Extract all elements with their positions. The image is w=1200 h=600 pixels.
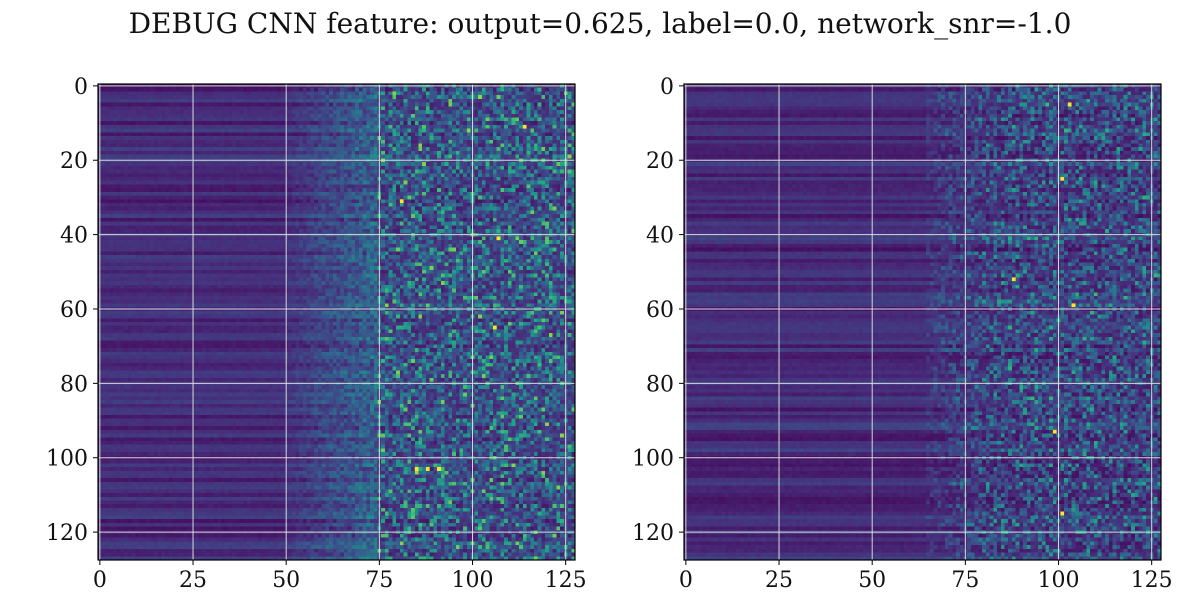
x-tick-label: 0	[93, 568, 107, 593]
y-tick-label: 80	[60, 372, 88, 397]
x-tick-label: 100	[452, 568, 494, 593]
y-tick-label: 120	[632, 521, 674, 546]
y-tick-label: 60	[60, 298, 88, 323]
x-tick-label: 25	[765, 568, 793, 593]
axes-frame	[97, 83, 576, 561]
y-tick-label: 60	[646, 298, 674, 323]
heatmap-hotspot	[1060, 511, 1065, 516]
heatmap-image	[98, 84, 575, 560]
heatmap-hotspot	[425, 467, 430, 471]
heatmap-hotspot	[493, 325, 497, 330]
x-tick-label: 0	[679, 568, 693, 593]
x-tick-label: 25	[179, 568, 207, 593]
y-tick-label: 80	[646, 372, 674, 397]
y-tick-label: 20	[60, 149, 88, 174]
heatmap-hotspot	[399, 199, 404, 203]
y-tick-label: 40	[60, 224, 88, 249]
y-tick-label: 20	[646, 149, 674, 174]
y-tick-label: 100	[46, 447, 88, 472]
figure-title: DEBUG CNN feature: output=0.625, label=0…	[129, 7, 1072, 40]
x-tick-label: 50	[858, 568, 886, 593]
x-tick-label: 75	[951, 568, 979, 593]
heatmap-hotspot	[1060, 176, 1065, 181]
x-tick-label: 125	[545, 568, 587, 593]
x-tick-label: 50	[272, 568, 300, 593]
x-tick-label: 100	[1038, 568, 1080, 593]
y-tick-label: 0	[74, 75, 88, 100]
heatmap-hotspot	[414, 467, 419, 471]
heatmap-hotspot	[522, 124, 527, 129]
y-tick-label: 0	[660, 75, 674, 100]
heatmap-panel-left: 0 25 50 75 100 125 0 20 40 60 80 100 120	[46, 75, 587, 593]
y-tick-label: 40	[646, 224, 674, 249]
y-tick-label: 100	[632, 447, 674, 472]
heatmap-hotspot	[1071, 303, 1076, 308]
axes-frame	[683, 83, 1162, 561]
heatmap-hotspot	[1011, 277, 1016, 282]
x-tick-label: 125	[1131, 568, 1173, 593]
heatmap-hotspot	[437, 467, 441, 471]
y-tick-label: 120	[46, 521, 88, 546]
heatmap-hotspot	[496, 236, 501, 241]
heatmap-hotspot	[1067, 102, 1072, 107]
heatmap-panel-right: 0 25 50 75 100 125 0 20 40 60 80 100 120	[632, 75, 1173, 593]
heatmap-image	[684, 84, 1161, 560]
x-tick-label: 75	[365, 568, 393, 593]
heatmap-hotspot	[1052, 429, 1057, 434]
